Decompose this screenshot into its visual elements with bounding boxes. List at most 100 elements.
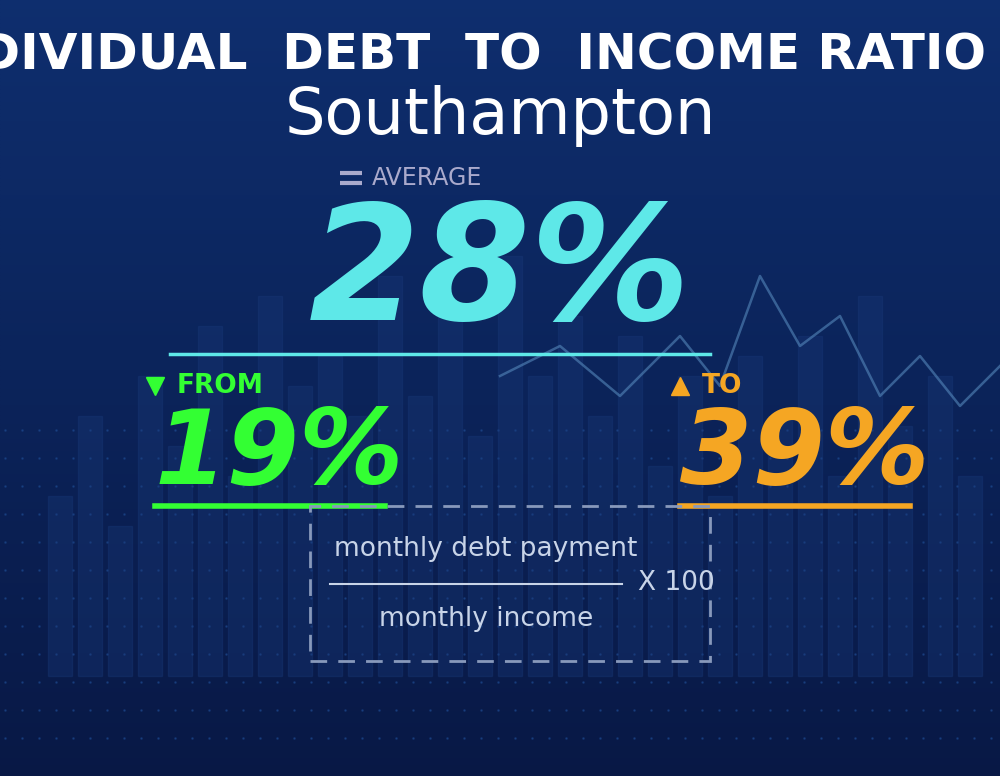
- Bar: [0, 745, 1000, 749]
- Bar: [618, 336, 642, 676]
- Bar: [0, 268, 1000, 272]
- Bar: [0, 438, 1000, 442]
- Bar: [0, 450, 1000, 454]
- Bar: [318, 356, 342, 676]
- Bar: [0, 667, 1000, 671]
- Bar: [0, 206, 1000, 210]
- Bar: [0, 431, 1000, 435]
- Bar: [0, 663, 1000, 667]
- Bar: [0, 462, 1000, 466]
- Bar: [0, 376, 1000, 380]
- Bar: [228, 476, 252, 676]
- Bar: [0, 617, 1000, 621]
- Bar: [0, 295, 1000, 299]
- Text: AVERAGE: AVERAGE: [372, 166, 482, 190]
- Bar: [0, 74, 1000, 78]
- Text: monthly debt payment: monthly debt payment: [334, 536, 638, 563]
- Bar: [0, 279, 1000, 283]
- Bar: [0, 58, 1000, 62]
- Bar: [0, 524, 1000, 528]
- Bar: [0, 469, 1000, 473]
- Bar: [0, 435, 1000, 438]
- Bar: [0, 640, 1000, 644]
- Bar: [0, 341, 1000, 345]
- Bar: [0, 733, 1000, 737]
- Bar: [0, 481, 1000, 485]
- Bar: [528, 376, 552, 676]
- Bar: [0, 753, 1000, 757]
- Bar: [0, 632, 1000, 636]
- Bar: [0, 442, 1000, 446]
- Bar: [0, 113, 1000, 116]
- Text: 39%: 39%: [680, 406, 929, 507]
- Bar: [0, 516, 1000, 520]
- Bar: [0, 528, 1000, 532]
- Bar: [0, 198, 1000, 202]
- Bar: [958, 476, 982, 676]
- Bar: [378, 276, 402, 676]
- Bar: [0, 539, 1000, 543]
- Bar: [0, 50, 1000, 54]
- Bar: [0, 508, 1000, 512]
- Bar: [0, 687, 1000, 691]
- Bar: [0, 155, 1000, 159]
- Bar: [0, 768, 1000, 772]
- Bar: [0, 578, 1000, 582]
- Bar: [0, 31, 1000, 35]
- Bar: [0, 237, 1000, 241]
- Bar: [0, 353, 1000, 357]
- Bar: [0, 66, 1000, 70]
- Bar: [0, 718, 1000, 722]
- Bar: [0, 70, 1000, 74]
- Bar: [0, 27, 1000, 31]
- Bar: [0, 749, 1000, 753]
- Bar: [0, 178, 1000, 182]
- Bar: [0, 411, 1000, 415]
- Bar: [0, 570, 1000, 574]
- Bar: [0, 12, 1000, 16]
- Bar: [0, 764, 1000, 768]
- Bar: [0, 404, 1000, 407]
- Bar: [0, 598, 1000, 601]
- Bar: [648, 466, 672, 676]
- Bar: [0, 260, 1000, 264]
- Bar: [0, 454, 1000, 458]
- Bar: [888, 426, 912, 676]
- Bar: [0, 497, 1000, 501]
- Bar: [0, 283, 1000, 287]
- Bar: [0, 361, 1000, 365]
- Bar: [0, 582, 1000, 586]
- Bar: [0, 109, 1000, 113]
- Bar: [0, 244, 1000, 248]
- Bar: [0, 625, 1000, 629]
- Bar: [258, 296, 282, 676]
- Bar: [0, 225, 1000, 229]
- Bar: [0, 241, 1000, 244]
- Bar: [0, 171, 1000, 175]
- Bar: [0, 151, 1000, 155]
- Bar: [0, 372, 1000, 376]
- Bar: [0, 384, 1000, 388]
- Bar: [348, 416, 372, 676]
- Bar: [0, 167, 1000, 171]
- Bar: [0, 326, 1000, 330]
- Bar: [0, 741, 1000, 745]
- Bar: [0, 648, 1000, 652]
- Bar: [0, 19, 1000, 23]
- Bar: [168, 446, 192, 676]
- Bar: [0, 489, 1000, 493]
- Bar: [0, 303, 1000, 307]
- Bar: [0, 485, 1000, 489]
- Bar: [0, 338, 1000, 341]
- Bar: [0, 365, 1000, 369]
- Bar: [0, 248, 1000, 252]
- Bar: [0, 466, 1000, 469]
- Bar: [0, 252, 1000, 256]
- Bar: [0, 652, 1000, 656]
- Bar: [0, 520, 1000, 524]
- Bar: [858, 296, 882, 676]
- Bar: [0, 307, 1000, 310]
- Bar: [0, 710, 1000, 714]
- Bar: [0, 698, 1000, 702]
- Bar: [0, 566, 1000, 570]
